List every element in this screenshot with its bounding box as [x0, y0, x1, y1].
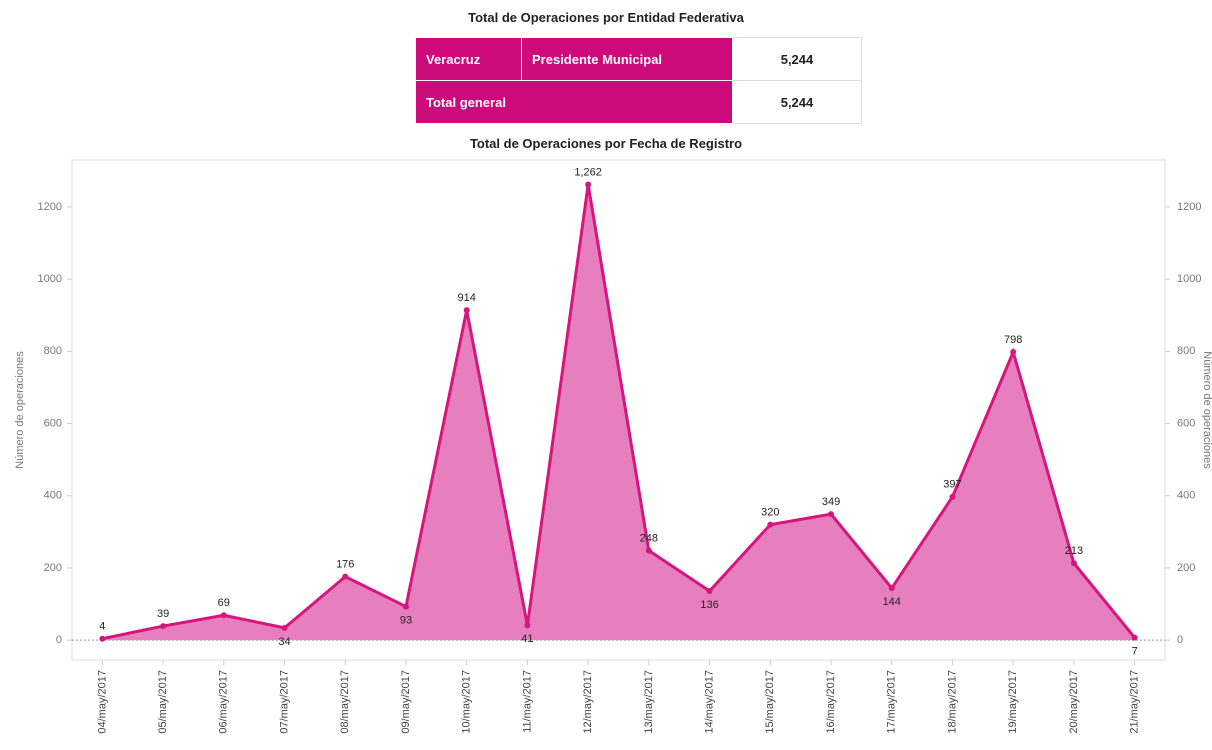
value-label: 7 — [1132, 646, 1138, 658]
value-label: 39 — [157, 608, 169, 620]
point — [1010, 349, 1017, 356]
table-cell: Presidente Municipal — [521, 37, 733, 81]
x-tick-label: 04/may/2017 — [96, 670, 108, 734]
x-tick-label: 11/may/2017 — [521, 670, 533, 733]
plot-frame — [71, 159, 1166, 661]
x-tick-label: 14/may/2017 — [703, 670, 715, 734]
x-tick-label: 09/may/2017 — [400, 670, 412, 734]
point — [99, 635, 106, 642]
x-tick-label: 13/may/2017 — [643, 670, 655, 734]
value-label: 213 — [1065, 545, 1083, 557]
point — [585, 181, 592, 188]
value-label: 176 — [336, 559, 354, 571]
y-tick-label: 200 — [44, 562, 62, 574]
value-label: 136 — [700, 599, 718, 611]
point — [1070, 560, 1077, 567]
point — [220, 612, 227, 619]
value-label: 41 — [521, 633, 533, 645]
summary-table: Veracruz Presidente Municipal 5,244 Tota… — [415, 37, 862, 124]
point — [402, 603, 409, 610]
y-tick-label: 800 — [44, 345, 62, 357]
x-tick-label: 05/may/2017 — [157, 670, 169, 734]
point — [524, 622, 531, 629]
value-label: 397 — [943, 479, 961, 491]
y2-tick-label: 0 — [1177, 634, 1183, 646]
y2-tick-label: 1000 — [1177, 273, 1201, 285]
y-tick-label: 1200 — [38, 201, 62, 213]
y2-tick-label: 1200 — [1177, 201, 1201, 213]
x-tick-label: 20/may/2017 — [1068, 670, 1080, 734]
table-cell: Total general — [415, 80, 733, 124]
point — [1131, 634, 1138, 641]
x-tick-label: 06/may/2017 — [218, 670, 230, 734]
y2-tick-label: 600 — [1177, 417, 1195, 429]
x-tick-label: 15/may/2017 — [764, 670, 776, 734]
y-tick-label: 400 — [44, 490, 62, 502]
x-tick-label: 16/may/2017 — [825, 670, 837, 734]
x-tick-label: 12/may/2017 — [582, 670, 594, 734]
point — [160, 623, 167, 630]
value-label: 1,262 — [574, 166, 602, 178]
x-tick-label: 07/may/2017 — [278, 670, 290, 734]
value-label: 349 — [822, 496, 840, 508]
point — [767, 521, 774, 528]
y-tick-label: 1000 — [38, 273, 62, 285]
x-tick-label: 21/may/2017 — [1129, 670, 1141, 734]
value-label: 144 — [883, 596, 901, 608]
value-label: 320 — [761, 507, 779, 519]
point — [645, 547, 652, 554]
table-cell: 5,244 — [732, 80, 862, 124]
value-label: 914 — [458, 292, 476, 304]
table-row: Veracruz Presidente Municipal 5,244 — [415, 37, 862, 81]
table-title: Total de Operaciones por Entidad Federat… — [468, 10, 744, 25]
y-tick-label: 0 — [56, 634, 62, 646]
point — [949, 493, 956, 500]
point — [828, 511, 835, 518]
y-axis-label: Número de operaciones — [14, 351, 26, 469]
table-cell: 5,244 — [732, 37, 862, 81]
point — [888, 585, 895, 592]
table-row: Total general 5,244 — [415, 80, 862, 124]
x-tick-label: 19/may/2017 — [1007, 670, 1019, 734]
y2-tick-label: 200 — [1177, 562, 1195, 574]
value-label: 4 — [99, 621, 105, 633]
chart-title: Total de Operaciones por Fecha de Regist… — [469, 136, 743, 151]
value-label: 798 — [1004, 334, 1022, 346]
area — [102, 184, 1135, 641]
y-tick-label: 600 — [44, 417, 62, 429]
value-label: 34 — [278, 636, 290, 648]
point — [342, 573, 349, 580]
y2-axis-label: Número de operaciones — [1201, 351, 1212, 469]
point — [281, 624, 288, 631]
value-label: 248 — [640, 533, 658, 545]
x-tick-label: 08/may/2017 — [339, 670, 351, 734]
value-label: 93 — [400, 614, 412, 626]
point — [706, 588, 713, 595]
value-label: 69 — [218, 597, 230, 609]
x-tick-label: 17/may/2017 — [886, 670, 898, 734]
point — [463, 307, 470, 314]
y2-tick-label: 400 — [1177, 490, 1195, 502]
y2-tick-label: 800 — [1177, 345, 1195, 357]
line — [102, 184, 1136, 641]
x-tick-label: 18/may/2017 — [946, 670, 958, 734]
x-tick-label: 10/may/2017 — [461, 670, 473, 734]
